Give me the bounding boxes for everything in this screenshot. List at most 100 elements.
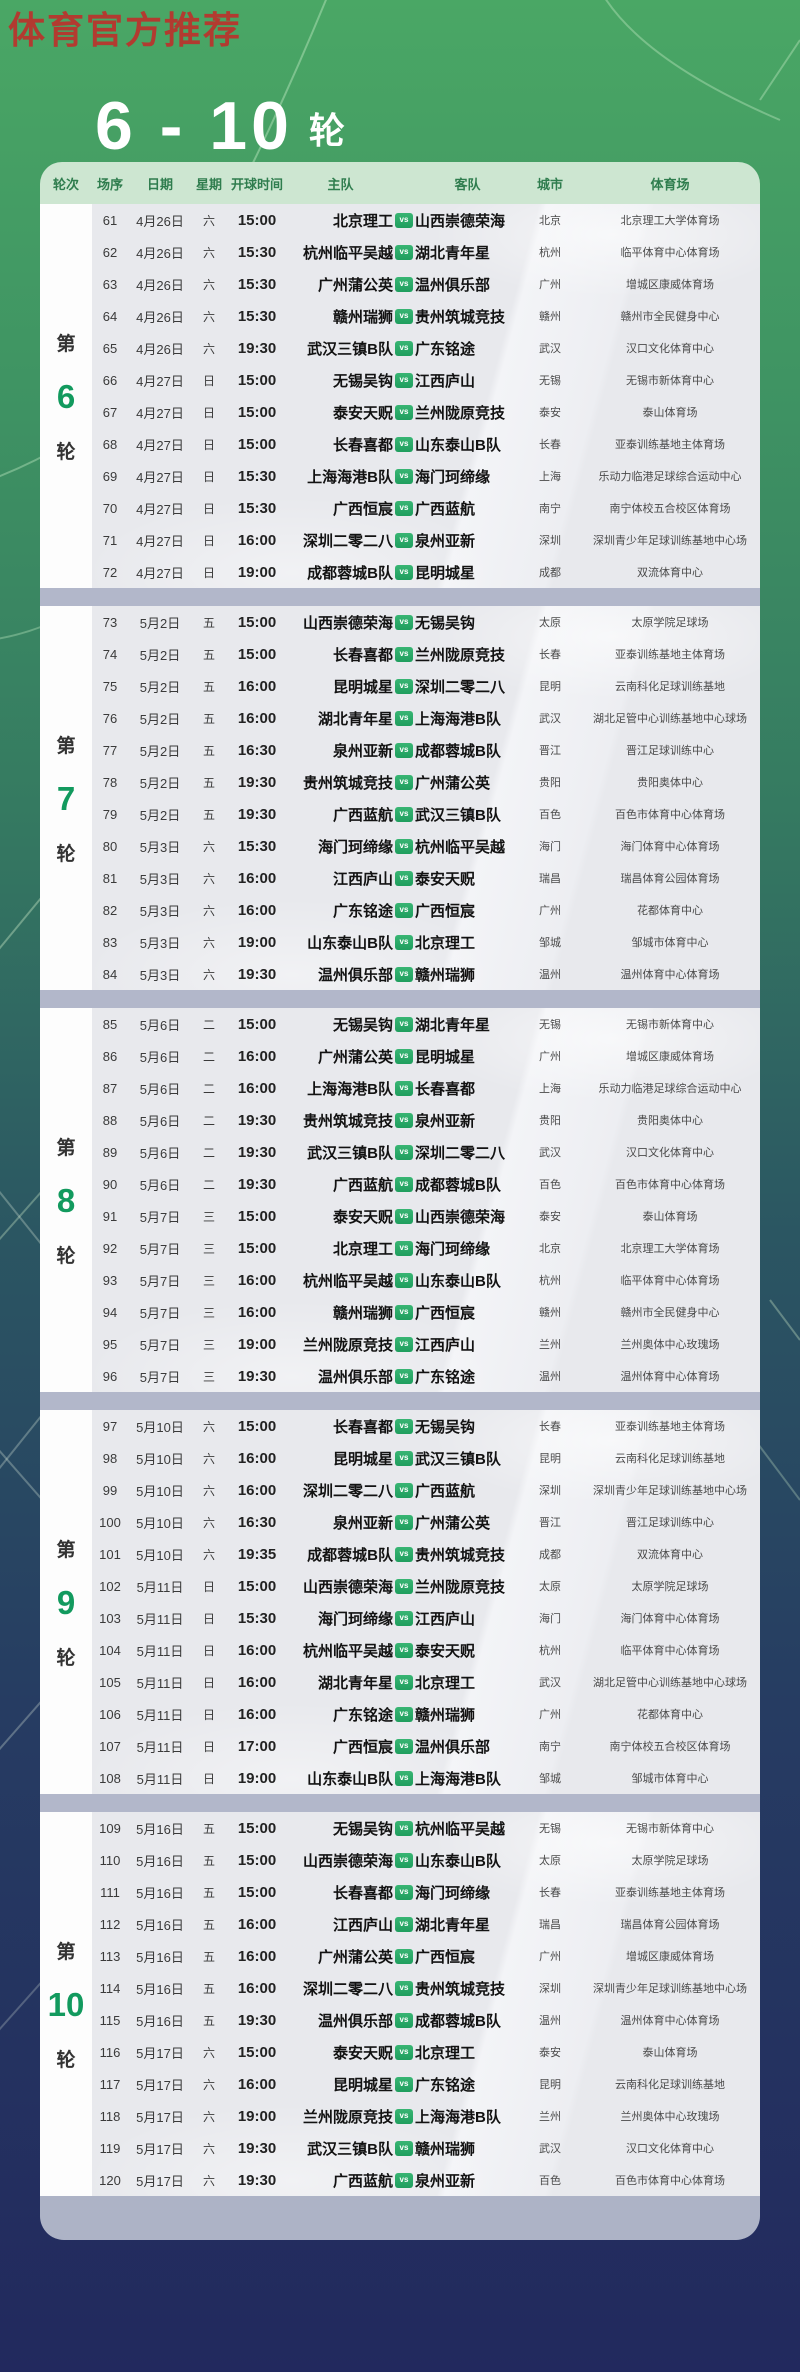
match-row: 79 5月2日 五 19:30 广西蓝航 vs 武汉三镇B队 百色 百色市体育中… — [92, 798, 760, 830]
round-number: 8 — [56, 1181, 76, 1219]
match-weekday: 六 — [202, 2077, 215, 2092]
match-stadium: 贵阳奥体中心 — [637, 777, 703, 789]
vs-badge-icon: vs — [395, 646, 413, 662]
match-stadium: 增城区康威体育场 — [626, 279, 714, 291]
vs-cell: vs — [393, 468, 415, 484]
match-stadium: 汉口文化体育中心 — [626, 343, 714, 355]
match-stadium: 北京理工大学体育场 — [620, 1243, 720, 1255]
match-row: 92 5月7日 三 15:00 北京理工 vs 海门珂缔缘 北京 北京理工大学体… — [92, 1232, 760, 1264]
match-city: 杭州 — [539, 1645, 561, 1657]
away-team: 泰安天贶 — [415, 870, 476, 888]
match-weekday: 五 — [202, 1885, 215, 1900]
match-time: 19:30 — [237, 1367, 277, 1385]
home-team: 广州蒲公英 — [317, 1048, 393, 1066]
match-number: 114 — [99, 1980, 121, 1996]
round-label: 第 7 轮 — [40, 606, 92, 990]
match-row: 116 5月17日 六 15:00 泰安天贶 vs 北京理工 泰安 泰山体育场 — [92, 2036, 760, 2068]
match-weekday: 五 — [202, 1917, 215, 1932]
match-number: 102 — [99, 1578, 121, 1594]
away-team: 昆明城星 — [415, 1048, 476, 1066]
match-stadium: 增城区康威体育场 — [626, 1951, 714, 1963]
home-team: 昆明城星 — [332, 1450, 393, 1468]
away-team: 山东泰山B队 — [415, 436, 501, 454]
match-date: 5月11日 — [136, 1579, 184, 1595]
match-city: 泰安 — [539, 2047, 561, 2059]
match-number: 92 — [102, 1240, 118, 1256]
match-stadium: 无锡市新体育中心 — [626, 1823, 714, 1835]
vs-cell: vs — [393, 1418, 415, 1434]
match-stadium: 泰山体育场 — [642, 1211, 698, 1223]
home-team: 北京理工 — [332, 1240, 393, 1258]
vs-cell: vs — [393, 308, 415, 324]
match-time: 19:30 — [237, 1111, 277, 1129]
match-number: 75 — [102, 678, 118, 694]
match-stadium: 汉口文化体育中心 — [626, 1147, 714, 1159]
match-weekday: 六 — [202, 277, 215, 292]
match-city: 太原 — [539, 617, 561, 629]
match-number: 90 — [102, 1176, 118, 1192]
match-time: 19:30 — [237, 339, 277, 357]
vs-badge-icon: vs — [395, 934, 413, 950]
match-time: 19:30 — [237, 965, 277, 983]
home-team: 泰安天贶 — [332, 2044, 393, 2062]
round-prefix: 第 — [56, 1941, 76, 1963]
round-number: 10 — [47, 1985, 85, 2023]
match-weekday: 六 — [202, 2109, 215, 2124]
match-weekday: 日 — [202, 1771, 215, 1786]
vs-badge-icon: vs — [395, 1368, 413, 1384]
match-row: 76 5月2日 五 16:00 湖北青年星 vs 上海海港B队 武汉 湖北足管中… — [92, 702, 760, 734]
away-team: 赣州瑞狮 — [415, 966, 476, 984]
match-time: 16:30 — [237, 1513, 277, 1531]
match-time: 16:00 — [237, 901, 277, 919]
round-matches: 97 5月10日 六 15:00 长春喜都 vs 无锡吴钩 长春 亚泰训练基地主… — [92, 1410, 760, 1794]
match-time: 16:00 — [237, 1641, 277, 1659]
match-row: 86 5月6日 二 16:00 广州蒲公英 vs 昆明城星 广州 增城区康威体育… — [92, 1040, 760, 1072]
match-number: 88 — [102, 1112, 118, 1128]
match-date: 5月6日 — [139, 1049, 181, 1065]
match-time: 19:00 — [237, 1335, 277, 1353]
match-city: 上海 — [539, 1083, 561, 1095]
match-row: 106 5月11日 日 16:00 广东铭途 vs 赣州瑞狮 广州 花都体育中心 — [92, 1698, 760, 1730]
match-weekday: 五 — [202, 1949, 215, 1964]
home-team: 广东铭途 — [332, 902, 393, 920]
round-label: 第 10 轮 — [40, 1812, 92, 2196]
match-time: 16:00 — [237, 1271, 277, 1289]
home-team: 湖北青年星 — [317, 1674, 393, 1692]
home-team: 长春喜都 — [332, 646, 393, 664]
away-team: 江西庐山 — [415, 1336, 476, 1354]
match-stadium: 临平体育中心体育场 — [620, 1645, 720, 1657]
match-stadium: 亚泰训练基地主体育场 — [615, 1887, 725, 1899]
match-number: 67 — [102, 404, 118, 420]
match-date: 5月16日 — [136, 1853, 184, 1869]
match-city: 广州 — [539, 1951, 561, 1963]
match-stadium: 亚泰训练基地主体育场 — [615, 439, 725, 451]
vs-badge-icon: vs — [395, 1112, 413, 1128]
match-time: 15:30 — [237, 467, 277, 485]
match-date: 5月2日 — [139, 743, 181, 759]
match-date: 5月2日 — [139, 807, 181, 823]
match-date: 5月7日 — [139, 1337, 181, 1353]
match-date: 5月2日 — [139, 647, 181, 663]
round-suffix: 轮 — [56, 2049, 76, 2071]
round-number: 7 — [56, 779, 76, 817]
match-time: 15:00 — [237, 1577, 277, 1595]
home-team: 长春喜都 — [332, 1418, 393, 1436]
header-date: 日期 — [146, 176, 173, 192]
match-date: 4月27日 — [136, 373, 184, 389]
match-time: 16:00 — [237, 677, 277, 695]
match-number: 116 — [99, 2044, 121, 2060]
match-stadium: 乐动力临港足球综合运动中心 — [598, 1083, 742, 1095]
vs-badge-icon: vs — [395, 838, 413, 854]
match-time: 15:00 — [237, 1851, 277, 1869]
vs-badge-icon: vs — [395, 1450, 413, 1466]
match-city: 长春 — [539, 649, 561, 661]
vs-cell: vs — [393, 1240, 415, 1256]
vs-cell: vs — [393, 902, 415, 918]
round-suffix: 轮 — [56, 1245, 76, 1267]
match-date: 4月26日 — [136, 245, 184, 261]
vs-cell: vs — [393, 1272, 415, 1288]
vs-cell: vs — [393, 678, 415, 694]
match-weekday: 五 — [202, 679, 215, 694]
match-time: 15:00 — [237, 645, 277, 663]
vs-cell: vs — [393, 1980, 415, 1996]
